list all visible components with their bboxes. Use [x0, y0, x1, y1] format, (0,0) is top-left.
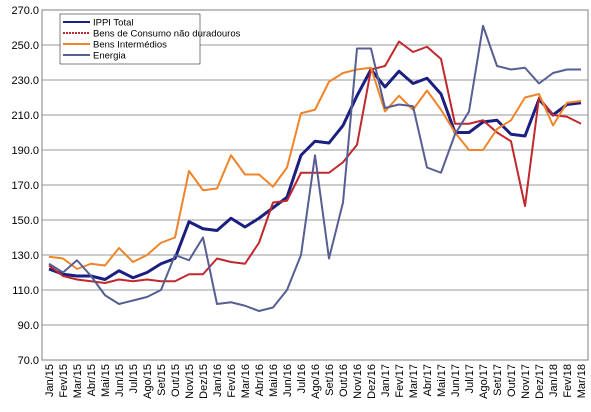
x-tick-label: Fev/17 [394, 364, 406, 398]
x-tick-label: Abr/15 [86, 364, 98, 396]
series-line [48, 66, 582, 270]
x-tick-label: Nov/15 [184, 364, 196, 399]
x-tick-label: Mar/17 [408, 364, 420, 398]
x-tick-label: Mar/15 [72, 364, 84, 398]
x-tick-label: Out/15 [170, 364, 182, 397]
legend-label: IPPI Total [93, 18, 134, 29]
x-tick-label: Jun/15 [114, 364, 126, 397]
x-tick-label: Fev/18 [562, 364, 574, 398]
y-tick-label: 190.0 [11, 145, 39, 157]
y-tick-label: 230.0 [11, 75, 39, 87]
y-tick-label: 170.0 [11, 180, 39, 192]
y-tick-label: 250.0 [11, 40, 39, 52]
x-tick-label: Mai/15 [100, 364, 112, 397]
x-tick-label: Ago/16 [310, 364, 322, 399]
x-tick-label: Dez/15 [198, 364, 210, 399]
x-tick-label: Abr/17 [422, 364, 434, 396]
y-tick-label: 270.0 [11, 5, 39, 17]
y-tick-label: 150.0 [11, 215, 39, 227]
x-tick-label: Jan/18 [548, 364, 560, 397]
x-tick-label: Ago/15 [142, 364, 154, 399]
x-tick-label: Nov/17 [520, 364, 532, 399]
x-tick-label: Ago/17 [478, 364, 490, 399]
x-tick-label: Mai/16 [268, 364, 280, 397]
x-tick-label: Jan/15 [44, 364, 56, 397]
legend-label: Bens de Consumo não duradouros [93, 29, 241, 40]
x-tick-label: Out/16 [338, 364, 350, 397]
x-tick-label: Set/17 [492, 364, 504, 396]
legend-label: Energia [93, 51, 126, 62]
y-tick-label: 70.0 [18, 355, 39, 367]
x-tick-label: Jul/17 [464, 364, 476, 393]
y-tick-label: 110.0 [12, 285, 39, 297]
x-tick-label: Jul/16 [296, 364, 308, 393]
x-tick-label: Jul/15 [128, 364, 140, 393]
x-tick-label: Mar/16 [240, 364, 252, 398]
x-tick-label: Dez/16 [366, 364, 378, 399]
series-line [48, 40, 582, 284]
x-tick-label: Set/15 [156, 364, 168, 396]
x-tick-label: Nov/16 [352, 364, 364, 399]
x-tick-label: Jun/16 [282, 364, 294, 397]
y-tick-label: 210.0 [11, 110, 39, 122]
series-line [48, 68, 582, 281]
x-tick-label: Out/17 [506, 364, 518, 397]
series-line [48, 24, 581, 312]
x-tick-label: Set/16 [324, 364, 336, 396]
x-tick-label: Jan/17 [380, 364, 392, 397]
x-tick-label: Mar/18 [576, 364, 588, 398]
y-tick-label: 90.0 [18, 320, 39, 332]
x-tick-label: Jun/17 [450, 364, 462, 397]
y-tick-label: 130.0 [11, 250, 39, 262]
x-tick-label: Dez/17 [534, 364, 546, 399]
x-tick-label: Fev/15 [58, 364, 70, 398]
x-tick-label: Fev/16 [226, 364, 238, 398]
x-tick-label: Mai/17 [436, 364, 448, 397]
legend-label: Bens Intermédios [93, 40, 167, 51]
plot-border [41, 9, 589, 361]
x-tick-label: Abr/16 [254, 364, 266, 396]
x-tick-label: Jan/16 [212, 364, 224, 397]
